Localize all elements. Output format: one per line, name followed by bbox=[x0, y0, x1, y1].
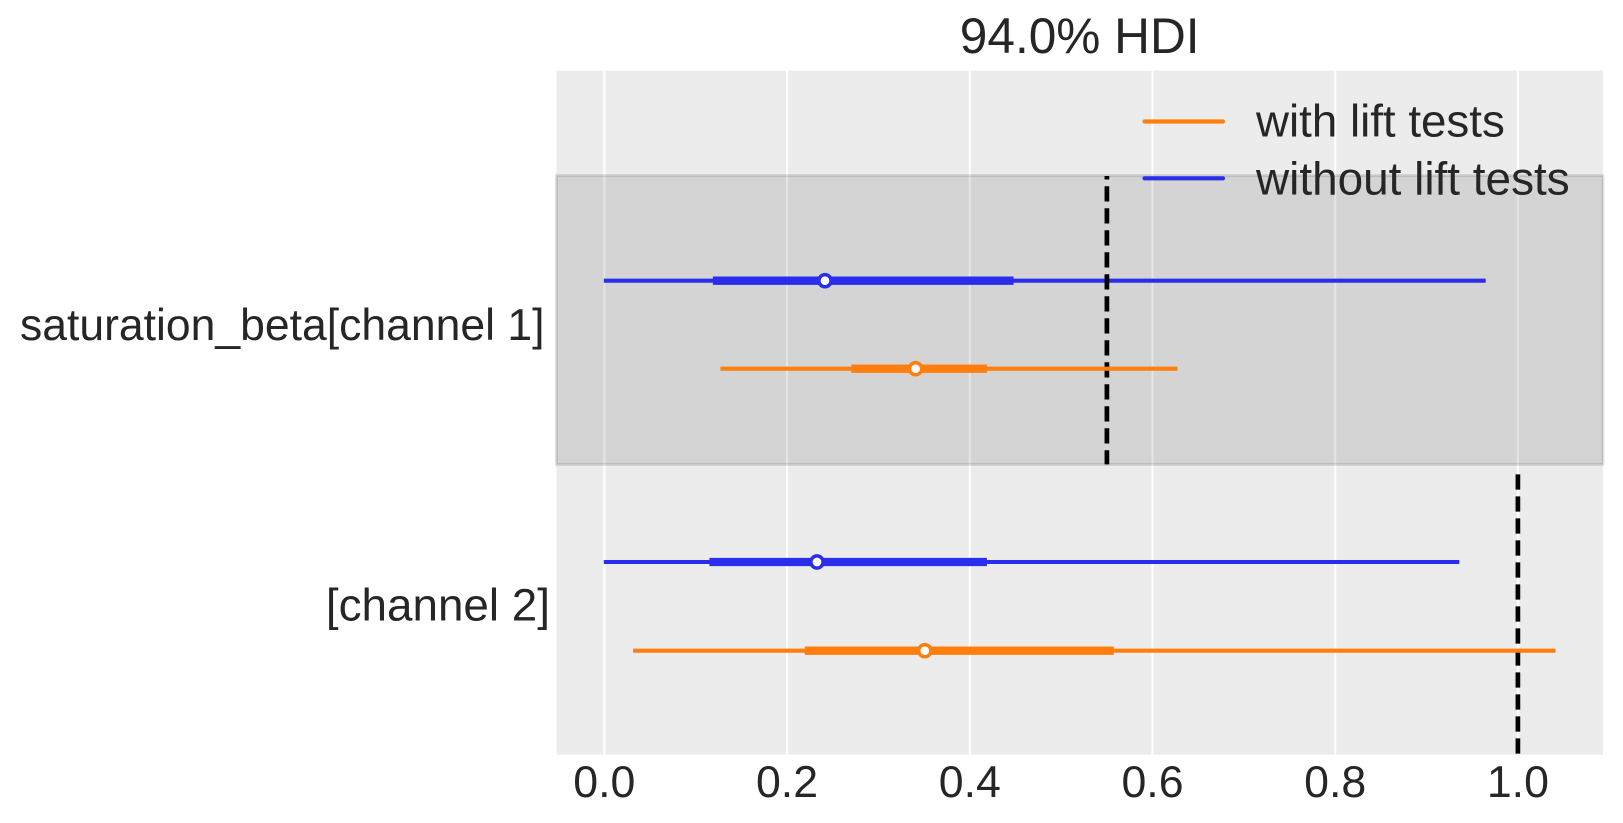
svg-text:0.8: 0.8 bbox=[1304, 758, 1366, 807]
svg-text:0.6: 0.6 bbox=[1121, 758, 1183, 807]
svg-text:without lift tests: without lift tests bbox=[1255, 153, 1570, 205]
svg-text:0.2: 0.2 bbox=[756, 758, 818, 807]
svg-text:0.4: 0.4 bbox=[939, 758, 1001, 807]
svg-text:[channel 2]: [channel 2] bbox=[326, 580, 550, 631]
svg-text:94.0% HDI: 94.0% HDI bbox=[960, 8, 1200, 64]
svg-text:0.0: 0.0 bbox=[573, 758, 635, 807]
svg-text:1.0: 1.0 bbox=[1487, 758, 1549, 807]
svg-text:with lift tests: with lift tests bbox=[1255, 96, 1505, 147]
svg-text:saturation_beta[channel 1]: saturation_beta[channel 1] bbox=[20, 301, 545, 350]
